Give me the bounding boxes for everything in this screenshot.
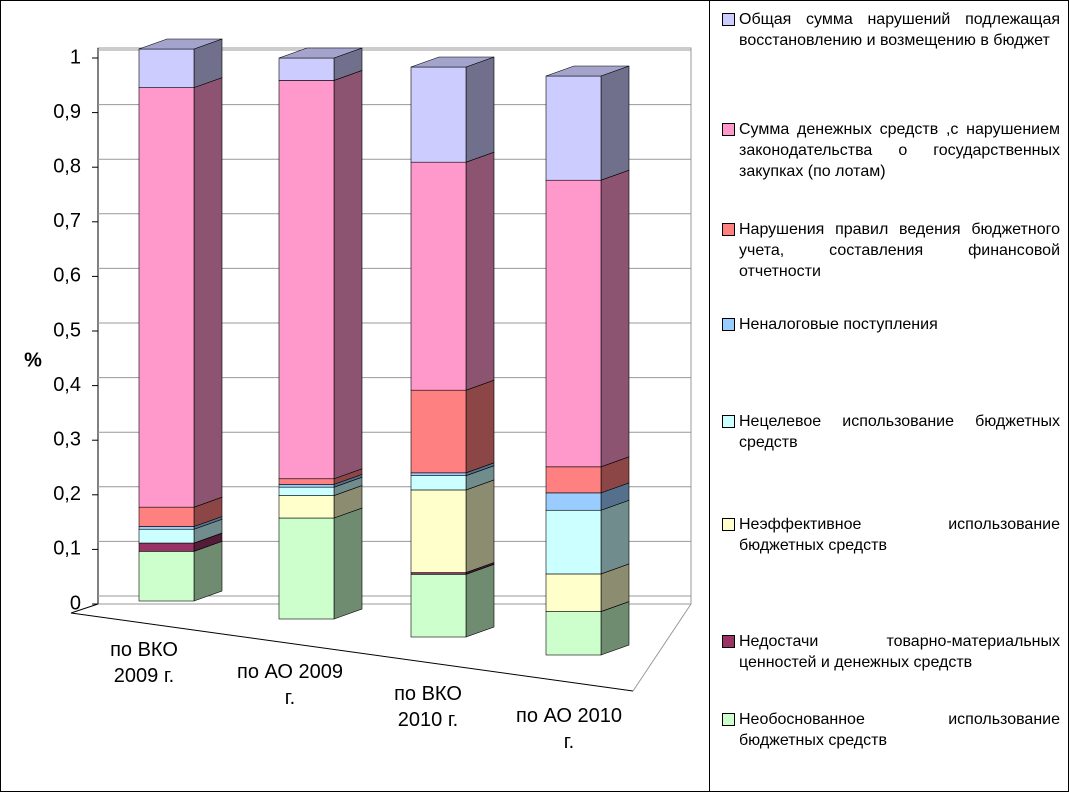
bar-segment (138, 506, 195, 527)
y-tick-label: 0,7 (53, 210, 81, 232)
bar-side (600, 65, 630, 181)
bar-segment (545, 492, 602, 511)
x-tick-label: по АО 2010 г. (515, 705, 622, 753)
bar-segment (545, 75, 602, 181)
chart: % 0 0,1 0,2 0,3 0,4 0,5 0,6 0,7 0,8 0,9 1 (24, 38, 692, 692)
y-tick-label: 0,6 (53, 265, 81, 287)
bar-segment (138, 87, 195, 508)
bar-segment (138, 48, 195, 88)
bar-segment (410, 472, 467, 476)
x-tick-label: по ВКО 2010 г. (394, 683, 462, 731)
y-tick-label: 0,1 (53, 538, 81, 560)
bar-segment (410, 489, 467, 573)
bar-segment (545, 179, 602, 468)
legend-swatch (722, 713, 735, 726)
bar-side (465, 379, 495, 474)
bar-top (545, 65, 630, 77)
bar-segment (410, 475, 467, 491)
legend-item: Необоснованное использование бюджетных с… (722, 709, 1060, 751)
bar-segment (278, 80, 335, 480)
bar-side (333, 70, 363, 480)
bar-segment (410, 66, 467, 163)
y-tick-label: 0,5 (53, 319, 81, 341)
legend-label: Общая сумма нарушений подлежащая восстан… (739, 11, 1060, 49)
legend-swatch (722, 318, 735, 331)
legend-swatch (722, 13, 735, 26)
y-tick-label: 0,4 (53, 374, 81, 396)
legend-label: Нецелевое использование бюджетных средст… (739, 413, 1060, 451)
bar-top (278, 47, 363, 59)
legend-item: Нарушения правил ведения бюджетного учет… (722, 219, 1060, 282)
bar-segment (138, 526, 195, 530)
legend-label: Сумма денежных средств ,с нарушением зак… (739, 121, 1060, 180)
bar-segment (410, 389, 467, 474)
bar-side (600, 499, 630, 575)
y-tick-label: 0 (70, 592, 81, 614)
bar-segment (138, 528, 195, 544)
bar-segment (545, 509, 602, 575)
legend-swatch (722, 635, 735, 648)
bar-segment (545, 611, 602, 656)
bar-side (465, 563, 495, 638)
bar-side (193, 77, 223, 508)
bar-segment (410, 573, 467, 638)
y-axis-label: % (24, 349, 42, 371)
legend-item: Общая сумма нарушений подлежащая восстан… (722, 9, 1060, 51)
legend-swatch (722, 223, 735, 236)
bar-segment (545, 466, 602, 494)
bar-top (138, 38, 223, 50)
bar-side (465, 151, 495, 391)
x-tick-label: по ВКО 2009 г. (110, 639, 178, 687)
y-tick-label: 0,8 (53, 155, 81, 177)
bar-side (600, 169, 630, 468)
bar-segment (410, 161, 467, 391)
bar-segment (278, 57, 335, 81)
bar-side (465, 479, 495, 574)
legend-label: Нарушения правил ведения бюджетного учет… (739, 221, 1060, 280)
legend-swatch (722, 518, 735, 531)
bar-segment (138, 542, 195, 552)
y-tick-label: 0,2 (53, 483, 81, 505)
x-tick-label: по АО 2009 г. (236, 661, 343, 709)
legend-item: Неэффективное использование бюджетных ср… (722, 514, 1060, 556)
floor-edge (632, 603, 692, 692)
legend-swatch (722, 415, 735, 428)
bar-side (193, 540, 223, 602)
bar-segment (278, 478, 335, 485)
legend-label: Неэффективное использование бюджетных ср… (739, 516, 1060, 554)
bar-segment (138, 551, 195, 602)
floor-edge (70, 603, 99, 614)
legend-item: Неналоговые поступления (722, 314, 1060, 335)
bar-side (465, 56, 495, 163)
legend-item: Сумма денежных средств ,с нарушением зак… (722, 119, 1060, 182)
bar-segment (278, 484, 335, 488)
legend-item: Нецелевое использование бюджетных средст… (722, 411, 1060, 453)
legend-label: Необоснованное использование бюджетных с… (739, 711, 1060, 749)
floor-edge (70, 612, 634, 692)
y-tick-label: 1 (70, 46, 81, 68)
bar-top (410, 56, 495, 68)
bar-segment (278, 495, 335, 519)
y-tick-label: 0,3 (53, 428, 81, 450)
bar-segment (278, 517, 335, 620)
legend-swatch (722, 123, 735, 136)
bar-side (333, 507, 363, 620)
legend-item: Недостачи товарно-материальных ценностей… (722, 631, 1060, 673)
legend-label: Неналоговые поступления (739, 316, 938, 333)
y-tick-label: 0,9 (53, 101, 81, 123)
legend: Общая сумма нарушений подлежащая восстан… (709, 1, 1069, 791)
bar-segment (545, 573, 602, 612)
bar-segment (278, 486, 335, 496)
legend-label: Недостачи товарно-материальных ценностей… (739, 633, 1060, 671)
